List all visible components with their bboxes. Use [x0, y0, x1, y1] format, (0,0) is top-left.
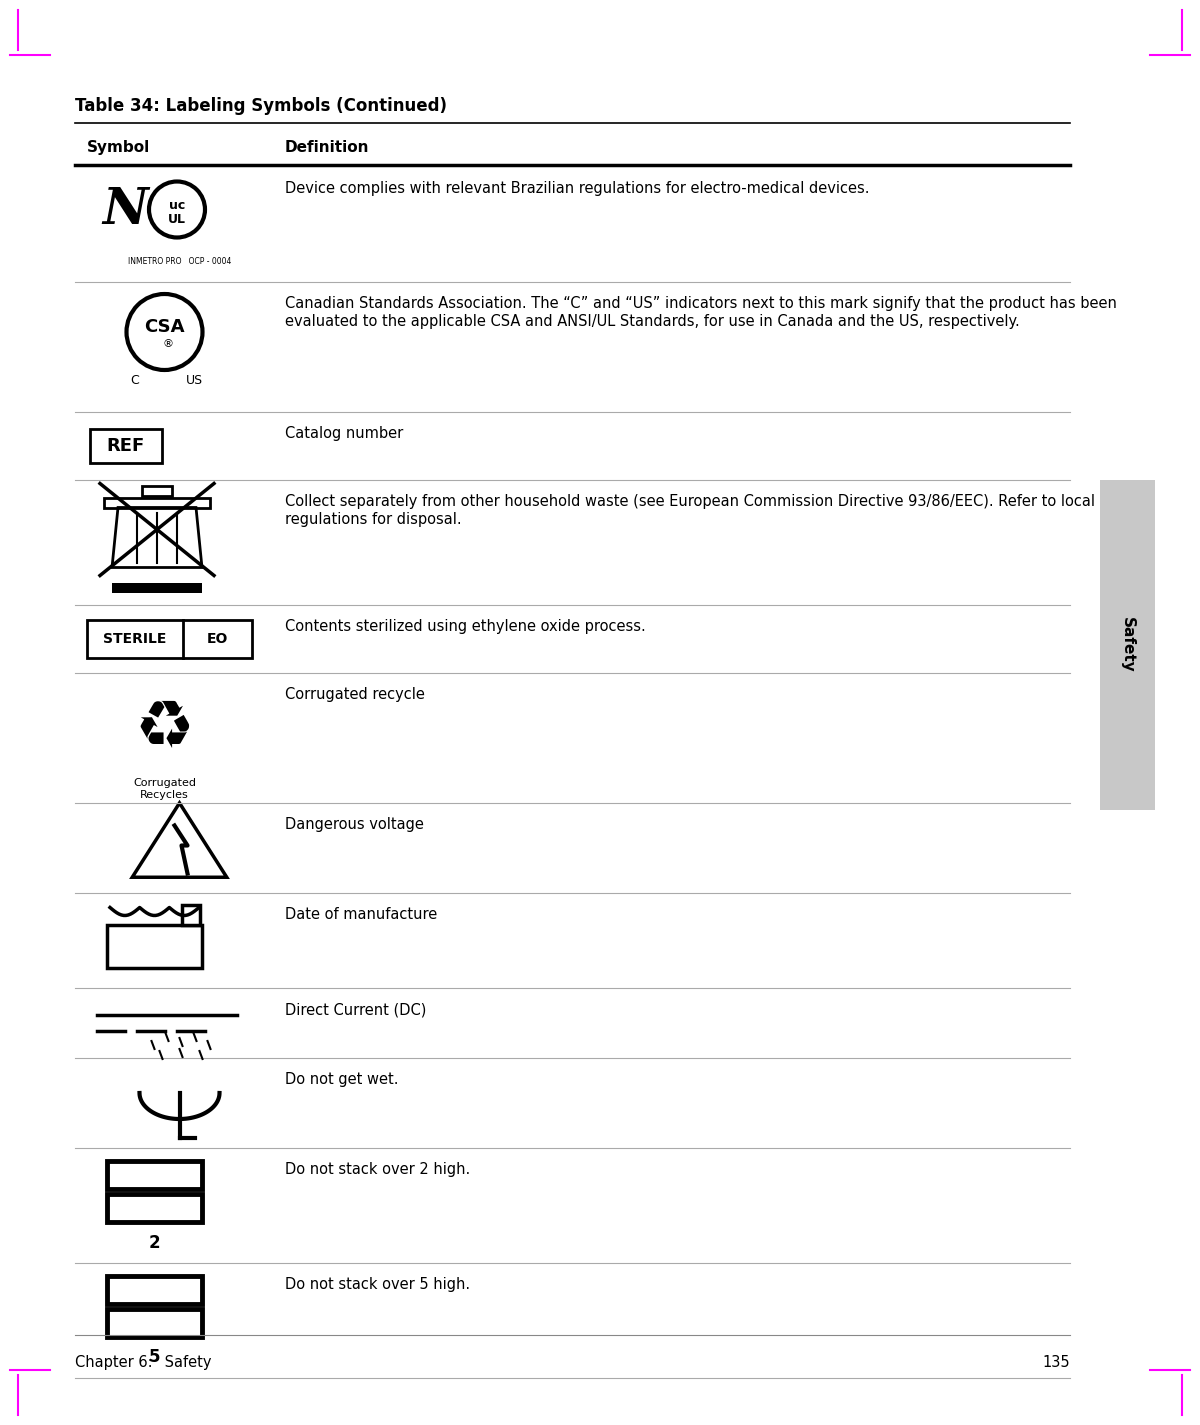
- Bar: [88, 620, 252, 658]
- Text: INMETRO PRO   OCP - 0004: INMETRO PRO OCP - 0004: [128, 256, 232, 265]
- Text: Safety: Safety: [1120, 617, 1135, 673]
- Bar: [90, 429, 162, 463]
- Text: Do not get wet.: Do not get wet.: [286, 1072, 398, 1087]
- Text: ®: ®: [162, 339, 173, 349]
- Text: Recycles: Recycles: [140, 789, 188, 799]
- Text: Do not stack over 5 high.: Do not stack over 5 high.: [286, 1277, 470, 1292]
- Text: uc: uc: [169, 200, 185, 212]
- Text: Device complies with relevant Brazilian regulations for electro-medical devices.: Device complies with relevant Brazilian …: [286, 181, 870, 197]
- Bar: [182, 905, 200, 925]
- Text: Collect separately from other household waste (see European Commission Directive: Collect separately from other household …: [286, 494, 1096, 509]
- Bar: [142, 486, 172, 496]
- Text: Date of manufacture: Date of manufacture: [286, 906, 437, 922]
- Text: 2: 2: [149, 1234, 161, 1251]
- Text: REF: REF: [107, 437, 145, 455]
- Text: C: C: [130, 373, 139, 388]
- Text: Do not stack over 2 high.: Do not stack over 2 high.: [286, 1161, 470, 1177]
- Text: Dangerous voltage: Dangerous voltage: [286, 817, 424, 832]
- Text: Canadian Standards Association. The “C” and “US” indicators next to this mark si: Canadian Standards Association. The “C” …: [286, 296, 1117, 311]
- Text: Symbol: Symbol: [88, 140, 150, 155]
- Text: Chapter 6:  Safety: Chapter 6: Safety: [74, 1355, 211, 1369]
- Text: Contents sterilized using ethylene oxide process.: Contents sterilized using ethylene oxide…: [286, 618, 646, 634]
- Text: evaluated to the applicable CSA and ANSI/UL Standards, for use in Canada and the: evaluated to the applicable CSA and ANSI…: [286, 314, 1020, 329]
- Bar: [1100, 480, 1154, 809]
- Text: 135: 135: [1043, 1355, 1070, 1369]
- Text: Catalog number: Catalog number: [286, 426, 403, 440]
- Text: 5: 5: [149, 1348, 161, 1367]
- Text: ♻: ♻: [134, 695, 194, 761]
- Text: Direct Current (DC): Direct Current (DC): [286, 1002, 426, 1017]
- Bar: [107, 1160, 202, 1188]
- Bar: [112, 583, 202, 593]
- Text: N: N: [102, 185, 148, 235]
- Text: STERILE: STERILE: [103, 633, 167, 646]
- Text: Corrugated: Corrugated: [133, 778, 196, 788]
- Bar: [107, 1194, 202, 1221]
- Text: Corrugated recycle: Corrugated recycle: [286, 687, 425, 703]
- Text: UL: UL: [168, 212, 186, 227]
- Bar: [107, 925, 202, 968]
- Bar: [107, 1308, 202, 1337]
- Bar: [104, 497, 210, 507]
- Text: regulations for disposal.: regulations for disposal.: [286, 512, 462, 527]
- Text: Definition: Definition: [286, 140, 370, 155]
- Text: US: US: [186, 373, 203, 388]
- Text: EO: EO: [206, 633, 228, 646]
- Text: CSA: CSA: [144, 318, 185, 336]
- Bar: [107, 1275, 202, 1304]
- Text: Table 34: Labeling Symbols (Continued): Table 34: Labeling Symbols (Continued): [74, 97, 446, 115]
